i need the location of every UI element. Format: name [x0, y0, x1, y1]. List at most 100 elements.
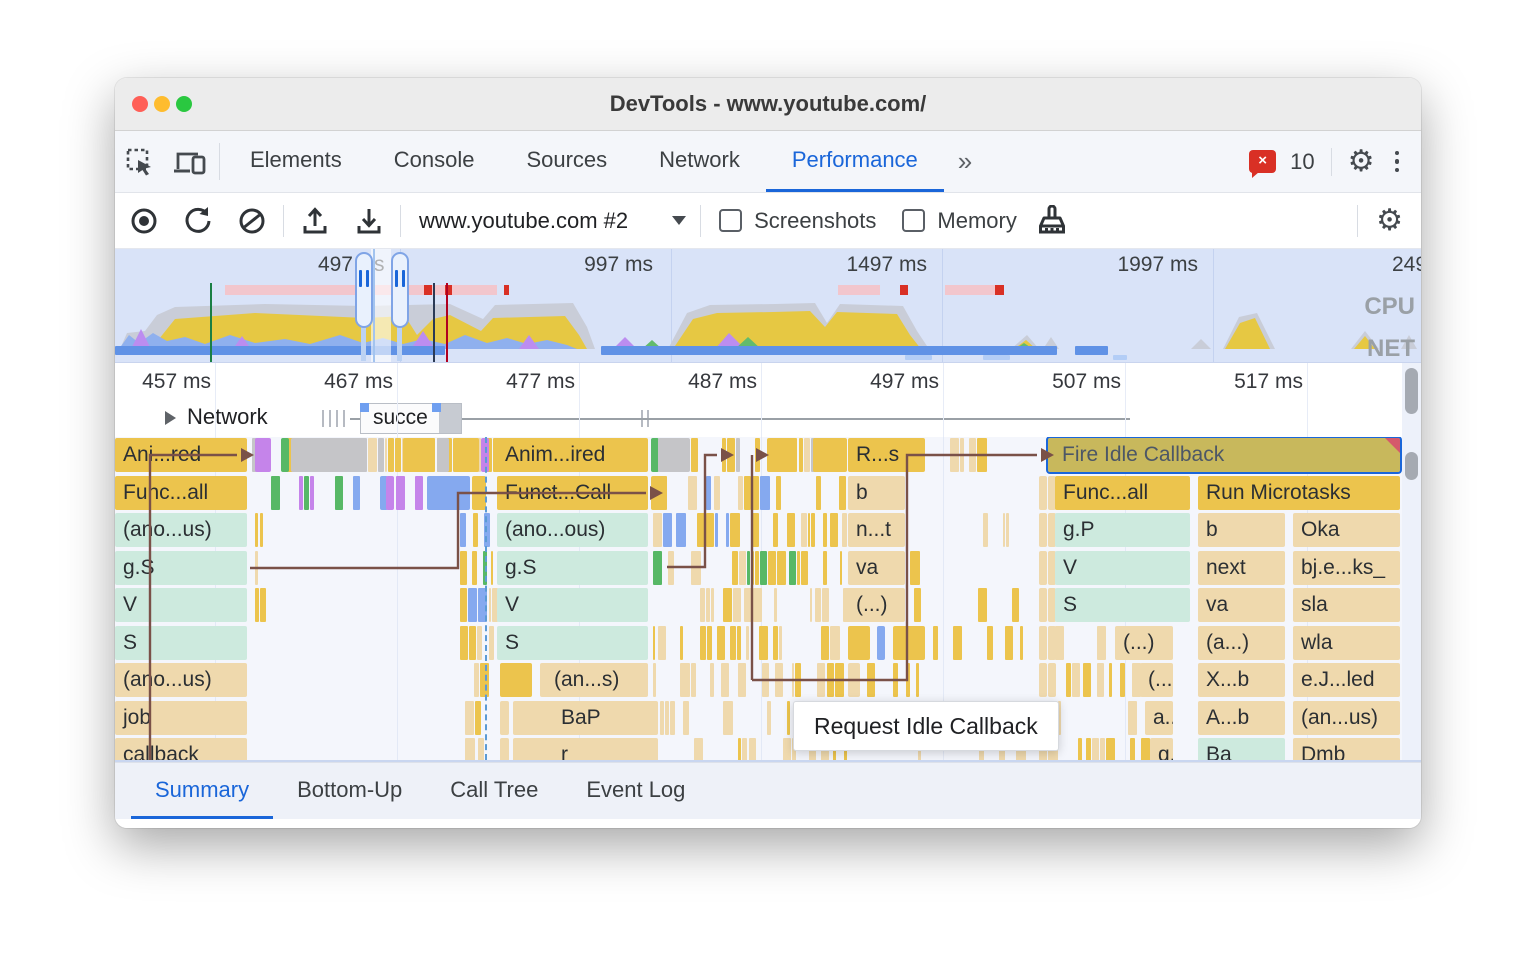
flame-block[interactable]: (...) [1115, 625, 1173, 660]
flame-block[interactable]: n...t [848, 513, 905, 547]
flame-block[interactable]: a... [1145, 700, 1173, 735]
flame-block[interactable]: va [1198, 588, 1285, 622]
screenshots-checkbox[interactable] [719, 209, 743, 232]
flame-block[interactable]: (an...us) [1293, 700, 1400, 735]
flame-block[interactable] [848, 625, 870, 660]
minimize-window-button[interactable] [154, 96, 170, 112]
selection-drag-handle[interactable] [391, 252, 409, 328]
upload-profile-icon[interactable] [298, 204, 332, 238]
flame-block[interactable] [291, 438, 365, 472]
flame-block[interactable] [651, 438, 659, 472]
tab-event-log[interactable]: Event Log [586, 776, 686, 802]
flame-block[interactable] [1039, 663, 1047, 697]
flame-block[interactable] [1048, 625, 1056, 660]
close-window-button[interactable] [132, 96, 148, 112]
flame-block[interactable] [500, 700, 509, 735]
tab-elements[interactable]: Elements [250, 147, 342, 172]
flame-block[interactable]: e.J...led [1293, 663, 1400, 697]
flame-block[interactable]: (ano...us) [115, 513, 247, 547]
flame-block[interactable] [386, 475, 394, 510]
flame-block[interactable] [893, 625, 925, 660]
flame-block[interactable]: Funct...Call [497, 475, 648, 510]
flame-block[interactable]: g.S [115, 550, 247, 585]
tab-performance[interactable]: Performance [765, 131, 944, 192]
flame-block[interactable] [877, 625, 885, 660]
flame-block[interactable]: (ano...ous) [497, 513, 648, 547]
reload-and-record-button[interactable] [181, 204, 215, 238]
flame-block[interactable]: V [497, 588, 648, 622]
flame-block[interactable] [1048, 513, 1056, 547]
flame-block[interactable] [848, 663, 860, 697]
flame-block[interactable]: R...s [848, 438, 925, 472]
download-profile-icon[interactable] [352, 204, 386, 238]
network-expand-icon[interactable] [165, 411, 176, 425]
flame-block[interactable]: (an...s) [540, 663, 648, 697]
flame-block[interactable]: BaP [513, 700, 658, 735]
flame-block[interactable]: Oka [1293, 513, 1400, 547]
scrollbar-thumb[interactable] [1405, 368, 1418, 414]
clear-recording-button[interactable] [235, 204, 269, 238]
flame-block[interactable]: job [115, 700, 247, 735]
flame-block[interactable]: Run Microtasks [1198, 475, 1400, 510]
flame-block[interactable]: Anim...ired [497, 438, 648, 472]
device-toolbar-icon[interactable] [173, 131, 207, 192]
settings-gear-icon[interactable]: ⚙ [1347, 144, 1375, 178]
network-request-item[interactable]: succe [360, 403, 462, 434]
flame-block[interactable] [255, 438, 271, 472]
memory-checkbox[interactable] [902, 209, 926, 232]
flame-block[interactable] [658, 438, 690, 472]
flame-block[interactable]: r [513, 738, 658, 760]
maximize-window-button[interactable] [176, 96, 192, 112]
flame-block[interactable] [651, 475, 667, 510]
profile-select[interactable]: www.youtube.com #2 [419, 208, 687, 234]
flame-block[interactable] [453, 438, 479, 472]
flame-chart[interactable]: Ani...red Func...all (ano...us) g.S V S (ano..… [115, 437, 1421, 760]
error-badge-icon[interactable]: × [1249, 150, 1277, 178]
tab-console[interactable]: Console [393, 147, 475, 172]
flame-block[interactable] [403, 438, 433, 472]
record-button[interactable] [127, 204, 161, 238]
flame-block[interactable]: sla [1293, 588, 1400, 622]
flame-block[interactable]: Fire Idle Callback [1046, 437, 1402, 474]
flame-block[interactable]: A...b [1198, 700, 1285, 735]
scrollbar-thumb[interactable] [1405, 452, 1418, 480]
flame-block[interactable]: (...) [848, 588, 905, 622]
flame-block[interactable] [1039, 588, 1047, 622]
flame-block[interactable] [500, 663, 532, 697]
flame-block[interactable] [1039, 513, 1047, 547]
flame-block[interactable]: X...b [1198, 663, 1285, 697]
flame-block[interactable] [1048, 475, 1056, 510]
flame-block[interactable] [1039, 625, 1047, 660]
flame-block[interactable] [427, 475, 470, 510]
tab-bottom-up[interactable]: Bottom-Up [297, 776, 403, 802]
flame-block[interactable] [1039, 550, 1047, 585]
flame-block[interactable]: V [1055, 550, 1190, 585]
tab-call-tree[interactable]: Call Tree [450, 776, 539, 802]
flame-block[interactable]: S [1055, 588, 1190, 622]
tab-sources[interactable]: Sources [526, 147, 608, 172]
flame-block[interactable]: callback [115, 738, 247, 760]
flame-block[interactable]: g.P [1055, 513, 1190, 547]
flame-block[interactable]: bj.e...ks_ [1293, 550, 1400, 585]
flame-block[interactable]: b [848, 475, 905, 510]
flame-block[interactable]: next [1198, 550, 1285, 585]
collect-garbage-icon[interactable] [1035, 204, 1069, 238]
flame-block[interactable]: (... [1140, 663, 1173, 697]
more-tabs-icon[interactable]: » [957, 146, 973, 176]
flame-block[interactable]: V [115, 588, 247, 622]
flame-block[interactable] [1048, 588, 1056, 622]
flame-block[interactable] [813, 438, 847, 472]
flame-block[interactable]: va [848, 550, 905, 585]
flame-block[interactable] [1048, 663, 1056, 697]
flame-block[interactable]: Func...all [1055, 475, 1190, 510]
flame-block[interactable] [472, 475, 486, 510]
tab-summary[interactable]: Summary [131, 763, 274, 819]
flame-block[interactable]: b [1198, 513, 1285, 547]
flame-block[interactable]: g... [1150, 738, 1173, 760]
inspect-element-icon[interactable] [123, 131, 157, 192]
flame-block[interactable]: Ba [1198, 738, 1285, 760]
flame-block[interactable]: g.S [497, 550, 648, 585]
flame-block[interactable]: Dmb [1293, 738, 1400, 760]
flame-block[interactable] [500, 738, 509, 760]
